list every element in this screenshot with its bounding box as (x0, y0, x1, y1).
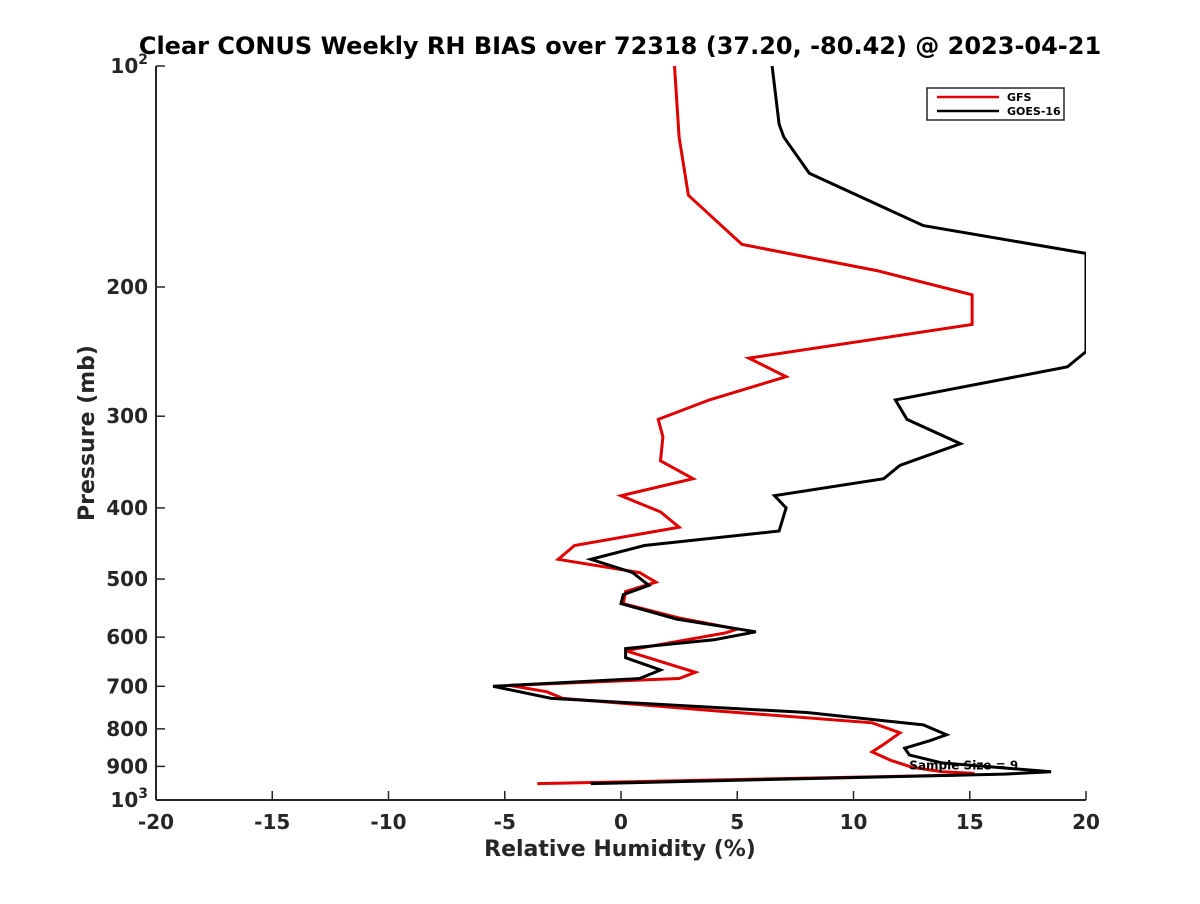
x-tick-label: -5 (494, 810, 516, 834)
y-tick-label: 900 (106, 754, 148, 778)
y-tick-label: 300 (106, 404, 148, 428)
y-tick-label: 800 (106, 717, 148, 741)
x-tick-label: 20 (1072, 810, 1100, 834)
x-tick-label: 15 (956, 810, 984, 834)
y-tick-label: 103 (110, 786, 148, 812)
y-tick-label: 600 (106, 625, 148, 649)
chart-title: Clear CONUS Weekly RH BIAS over 72318 (3… (139, 32, 1101, 60)
x-tick-label: 5 (730, 810, 744, 834)
legend-box (926, 87, 1065, 121)
x-tick-label: -20 (138, 810, 174, 834)
y-tick-label: 400 (106, 496, 148, 520)
legend-label-gfs: GFS (1007, 91, 1032, 104)
y-tick-label: 500 (106, 567, 148, 591)
series-line-goes-16 (492, 65, 1086, 786)
y-tick-label: 200 (106, 275, 148, 299)
x-tick-label: 0 (614, 810, 628, 834)
x-tick-label: -10 (370, 810, 406, 834)
legend-label-goes-16: GOES-16 (1007, 105, 1061, 118)
y-tick-label: 700 (106, 674, 148, 698)
y-tick-label: 102 (110, 52, 148, 78)
x-tick-label: -15 (254, 810, 290, 834)
y-axis-label: Pressure (mb) (75, 345, 100, 521)
axes: Sample Size = 9 -20 -15 -10 -5 0 5 10 15 20 102 200… (106, 52, 1100, 834)
annotation-text-0: Sample Size = 9 (909, 758, 1018, 772)
x-axis-label: Relative Humidity (%) (484, 837, 756, 862)
plot-area (492, 65, 1086, 786)
series-line-gfs (509, 65, 975, 786)
x-tick-label: 10 (840, 810, 868, 834)
